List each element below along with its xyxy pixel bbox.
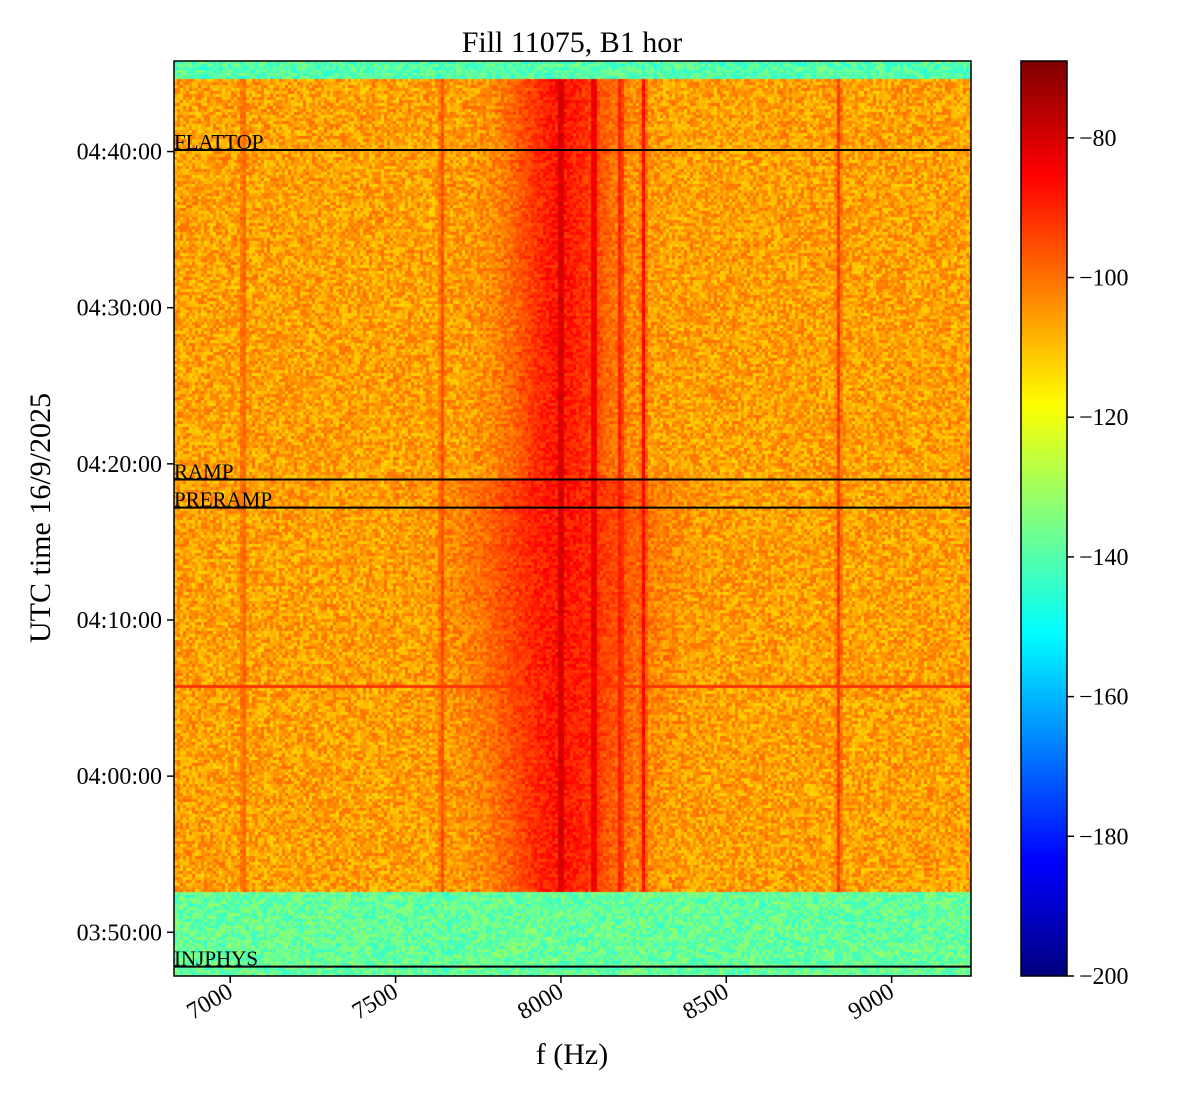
y-tick-label: 04:20:00 bbox=[77, 452, 162, 478]
heatmap-canvas-container bbox=[174, 61, 971, 976]
event-markers: FLATTOP RAMP PRERAMP INJPHYS bbox=[174, 130, 971, 971]
colorbar-tick-label: −180 bbox=[1079, 824, 1129, 850]
chart-title: Fill 11075, B1 hor bbox=[462, 26, 683, 59]
plot-frame bbox=[173, 60, 972, 977]
x-tick-label: 7500 bbox=[348, 979, 403, 1026]
colorbar-tick-label: −140 bbox=[1079, 545, 1129, 571]
x-tick-label: 8500 bbox=[679, 979, 734, 1026]
colorbar-tick-label: −100 bbox=[1079, 266, 1129, 292]
x-axis-label: f (Hz) bbox=[536, 1038, 608, 1071]
colorbar-tick-label: −160 bbox=[1079, 685, 1129, 711]
colorbar-tick-label: −200 bbox=[1079, 964, 1129, 990]
y-axis: 03:50:00 04:00:00 04:10:00 04:20:00 04:30:00… bbox=[77, 140, 174, 946]
x-axis: 7000 7500 8000 8500 9000 bbox=[183, 976, 899, 1025]
y-axis-label: UTC time 16/9/2025 bbox=[24, 393, 57, 643]
x-tick-label: 9000 bbox=[844, 979, 899, 1026]
event-label-preramp: PRERAMP bbox=[174, 488, 272, 512]
event-label-ramp: RAMP bbox=[174, 459, 234, 483]
colorbar-tick-label: −120 bbox=[1079, 405, 1129, 431]
y-tick-label: 03:50:00 bbox=[77, 920, 162, 946]
event-label-injphys: INJPHYS bbox=[174, 947, 258, 971]
event-label-flattop: FLATTOP bbox=[174, 130, 263, 154]
colorbar-frame bbox=[1020, 60, 1068, 977]
y-tick-label: 04:00:00 bbox=[77, 764, 162, 790]
x-tick-label: 7000 bbox=[183, 979, 238, 1026]
plot-area: FLATTOP RAMP PRERAMP INJPHYS bbox=[173, 60, 972, 977]
colorbar-tick-label: −80 bbox=[1079, 126, 1117, 152]
colorbar-gradient-container bbox=[1021, 61, 1067, 976]
y-tick-label: 04:10:00 bbox=[77, 608, 162, 634]
colorbar-ticks: −80 −100 −120 −140 −160 −180 −200 bbox=[1067, 126, 1129, 990]
y-tick-label: 04:30:00 bbox=[77, 296, 162, 322]
x-tick-label: 8000 bbox=[513, 979, 568, 1026]
y-tick-label: 04:40:00 bbox=[77, 140, 162, 166]
colorbar-gradient bbox=[1021, 61, 1067, 976]
spectrogram-heatmap bbox=[174, 61, 971, 976]
colorbar: −80 −100 −120 −140 −160 −180 −200 bbox=[1020, 60, 1129, 990]
